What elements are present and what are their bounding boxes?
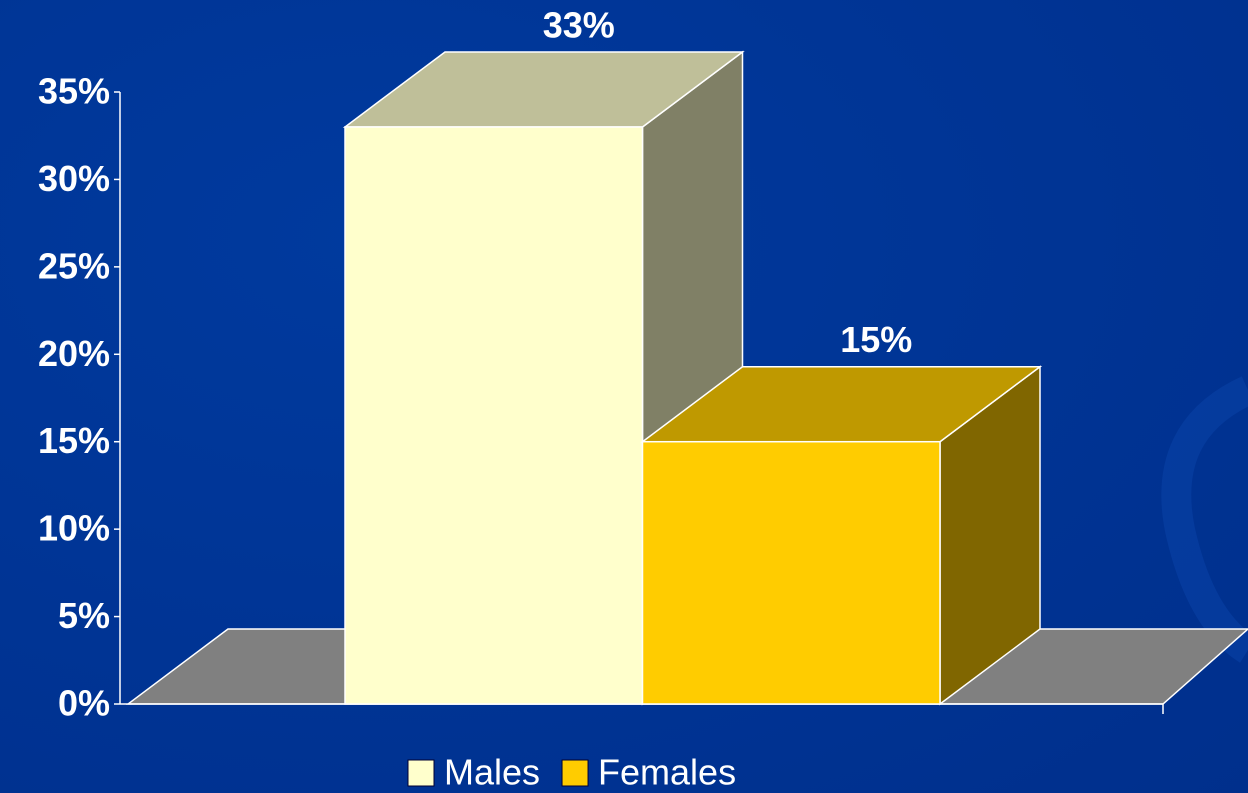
y-tick-label: 30% <box>38 158 110 199</box>
y-tick-label: 20% <box>38 333 110 374</box>
y-tick-label: 0% <box>58 683 110 724</box>
y-tick-label: 10% <box>38 508 110 549</box>
y-tick-label: 35% <box>38 71 110 112</box>
decor-swoosh <box>1161 376 1248 663</box>
y-tick-label: 15% <box>38 420 110 461</box>
legend-swatch <box>407 759 435 787</box>
value-label: 33% <box>543 4 615 45</box>
legend-label: Females <box>598 752 736 793</box>
bar <box>641 440 941 705</box>
y-tick-label: 5% <box>58 595 110 636</box>
legend-swatch <box>561 759 589 787</box>
y-tick-label: 25% <box>38 245 110 286</box>
value-label: 15% <box>840 319 912 360</box>
bar <box>344 126 644 705</box>
legend-label: Males <box>444 752 540 793</box>
